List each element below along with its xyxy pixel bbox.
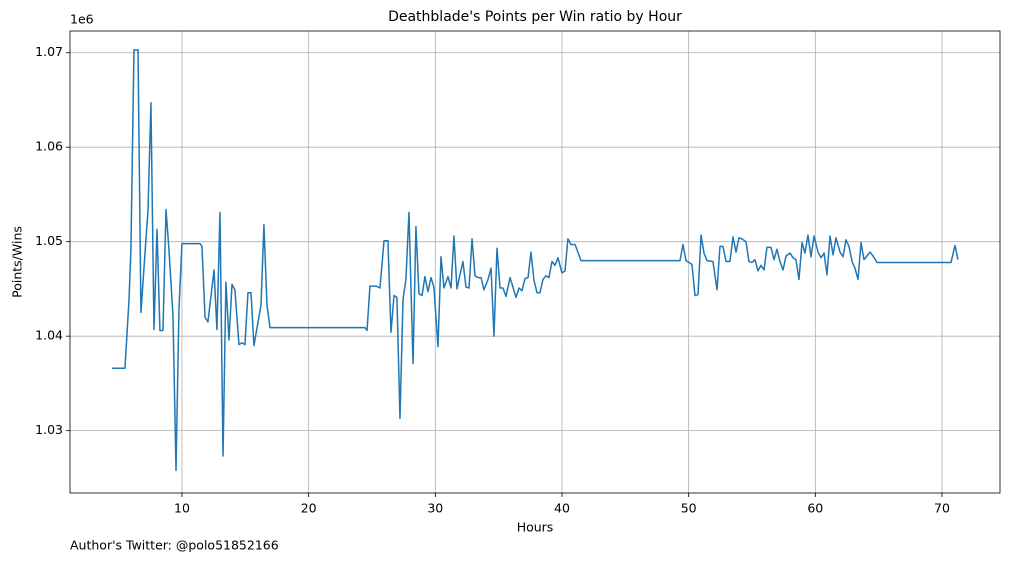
x-axis-label: Hours	[517, 520, 554, 535]
y-tick-label: 1.04	[35, 328, 63, 343]
y-offset-label: 1e6	[70, 12, 94, 27]
x-tick-label: 70	[934, 501, 950, 516]
plot-frame	[69, 30, 1001, 494]
y-axis-label: Points/Wins	[10, 226, 25, 298]
x-tick-label: 20	[301, 501, 317, 516]
y-tick-label: 1.06	[35, 139, 63, 154]
x-tick-label: 40	[554, 501, 570, 516]
data-line	[111, 49, 959, 472]
y-tick-label: 1.03	[35, 422, 63, 437]
chart-title: Deathblade's Points per Win ratio by Hou…	[388, 9, 682, 25]
y-tick-label: 1.07	[35, 44, 63, 59]
footer: Author's Twitter: @polo51852166	[70, 538, 279, 553]
y-tick-label: 1.05	[35, 233, 63, 248]
x-tick-label: 30	[427, 501, 443, 516]
x-tick-label: 10	[174, 501, 190, 516]
x-tick-label: 60	[807, 501, 823, 516]
x-tick-label: 50	[681, 501, 697, 516]
